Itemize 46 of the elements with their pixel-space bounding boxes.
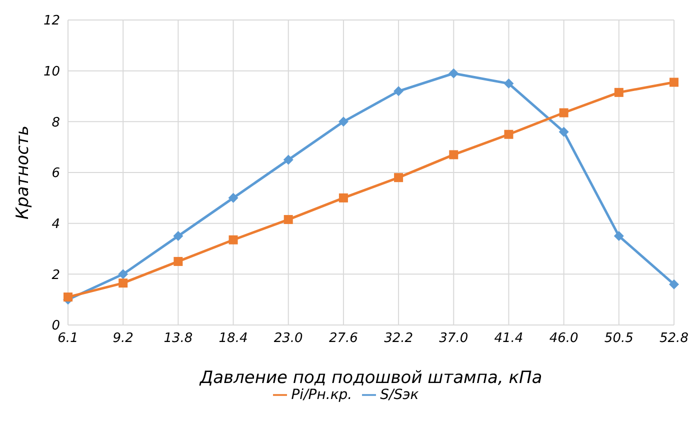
y-tick-label: 6: [52, 166, 60, 182]
x-axis-title: Давление под подошвой штампа, кПа: [198, 368, 542, 388]
x-tick-label: 37.0: [439, 331, 468, 346]
point: [283, 154, 294, 165]
point: [284, 215, 293, 224]
point: [118, 269, 128, 280]
point: [228, 235, 238, 244]
x-tick-label: 41.4: [494, 331, 524, 346]
x-tick-label: 50.5: [604, 331, 634, 346]
point: [504, 130, 514, 139]
x-tick-label: 52.8: [660, 331, 688, 346]
y-tick-label: 4: [52, 216, 60, 232]
point: [670, 78, 678, 87]
point: [64, 292, 72, 302]
point: [559, 108, 568, 118]
y-tick-label: 8: [52, 115, 60, 130]
point: [614, 88, 624, 97]
y-tick-label: 12: [43, 14, 60, 29]
y-tick-label: 0: [52, 318, 60, 334]
point: [118, 278, 128, 288]
point: [174, 256, 183, 266]
legend-label: Pi/Pн.кр.: [291, 387, 352, 403]
x-tick-label: 18.4: [218, 331, 248, 346]
legend-label: S/Sэк: [380, 387, 419, 403]
point: [449, 150, 458, 160]
x-tick-label: 32.2: [384, 331, 414, 346]
point: [558, 126, 569, 137]
point: [614, 231, 624, 242]
point: [173, 231, 184, 242]
y-axis-title: Кратность: [13, 126, 34, 220]
point: [504, 78, 514, 89]
point: [228, 192, 238, 203]
x-tick-label: 27.6: [328, 331, 358, 346]
x-tick-label: 23.0: [274, 331, 303, 346]
y-tick-label: 2: [52, 268, 60, 283]
point: [338, 193, 348, 202]
point: [394, 173, 404, 182]
x-tick-label: 6.1: [58, 331, 78, 346]
point: [669, 279, 679, 290]
point: [338, 116, 348, 127]
x-tick-label: 9.2: [112, 331, 134, 346]
x-tick-label: 13.8: [164, 331, 193, 346]
x-tick-label: 46.0: [549, 331, 578, 346]
point: [394, 86, 404, 96]
y-tick-label: 10: [43, 64, 60, 80]
point: [448, 68, 459, 78]
